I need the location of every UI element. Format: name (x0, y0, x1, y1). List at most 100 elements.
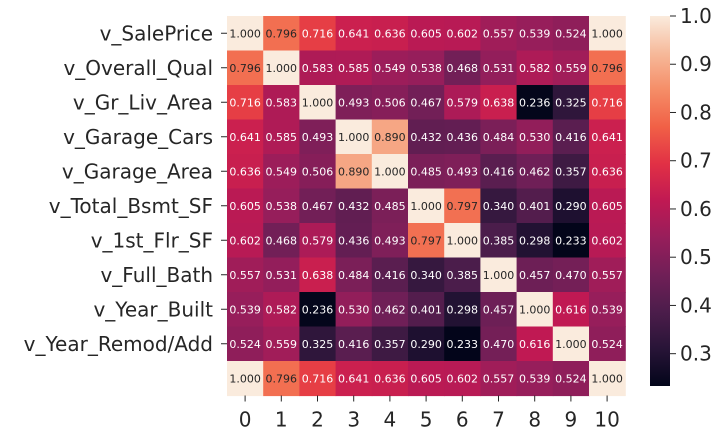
heatmap-cell (552, 16, 590, 52)
heatmap-cell (444, 326, 481, 362)
cell-value-label: 0.436 (338, 234, 370, 247)
cell-value-label: 0.585 (338, 62, 370, 75)
heatmap-cell (444, 16, 481, 52)
heatmap-cell (299, 50, 337, 86)
cell-value-label: 0.416 (374, 269, 406, 282)
heatmap-cell (589, 223, 626, 259)
cell-value-label: 0.716 (302, 27, 334, 40)
cell-value-label: 0.531 (266, 269, 298, 282)
cell-value-label: 0.506 (374, 96, 406, 109)
cell-value-label: 0.468 (447, 62, 479, 75)
heatmap-cell (299, 154, 337, 190)
heatmap-cell (444, 50, 481, 86)
heatmap-cell (552, 326, 590, 362)
heatmap-cell (516, 326, 554, 362)
cell-value-label: 0.467 (302, 200, 334, 213)
heatmap-cell (335, 257, 373, 293)
cell-value-label: 0.641 (338, 372, 370, 385)
heatmap-cell (444, 188, 481, 224)
heatmap-cell (263, 50, 300, 86)
heatmap-cell (335, 326, 373, 362)
heatmap-cell (552, 119, 590, 155)
heatmap-cell (263, 119, 300, 155)
heatmap-cell (371, 188, 409, 224)
heatmap-cell (444, 361, 481, 397)
colorbar-tick-label: 0.9 (680, 52, 712, 76)
cell-value-label: 0.233 (555, 234, 587, 247)
heatmap-cell (299, 16, 337, 52)
cell-value-label: 0.298 (447, 303, 479, 316)
cell-value-label: 0.457 (483, 303, 515, 316)
heatmap-cell (263, 85, 300, 121)
cell-value-label: 0.524 (229, 338, 261, 351)
heatmap-cell (227, 257, 264, 293)
heatmap-cell (299, 223, 337, 259)
cell-value-label: 1.000 (447, 234, 479, 247)
heatmap-cell (408, 154, 445, 190)
cell-value-label: 0.890 (338, 165, 370, 178)
heatmap-cell (371, 326, 409, 362)
heatmap-cell (480, 16, 518, 52)
cell-value-label: 1.000 (374, 165, 406, 178)
heatmap-cells (227, 16, 626, 397)
cell-value-label: 0.538 (266, 200, 298, 213)
cell-value-label: 0.716 (591, 96, 623, 109)
heatmap-cell (227, 361, 264, 397)
heatmap-cell (480, 50, 518, 86)
cell-value-label: 1.000 (519, 303, 551, 316)
colorbar-tick-label: 0.4 (680, 293, 712, 317)
cell-value-label: 0.538 (410, 62, 442, 75)
cell-value-label: 1.000 (591, 372, 623, 385)
cell-value-label: 0.641 (229, 131, 261, 144)
heatmap-cell (589, 85, 626, 121)
heatmap-cell (371, 16, 409, 52)
heatmap-cell (408, 361, 445, 397)
heatmap-cell (516, 292, 554, 328)
cell-value-label: 0.605 (591, 200, 623, 213)
cell-value-label: 0.493 (302, 131, 334, 144)
row-label: v_Year_Remod/Add (24, 332, 213, 356)
heatmap-cell (299, 85, 337, 121)
cell-value-label: 0.796 (591, 62, 623, 75)
heatmap-cell (371, 119, 409, 155)
heatmap-cell (371, 85, 409, 121)
cell-value-label: 0.233 (447, 338, 479, 351)
cell-value-label: 0.325 (302, 338, 334, 351)
cell-value-label: 0.638 (302, 269, 334, 282)
row-label: v_Total_Bsmt_SF (49, 194, 213, 218)
heatmap-cell (480, 154, 518, 190)
heatmap-cell (335, 85, 373, 121)
row-label: v_Overall_Qual (63, 56, 213, 80)
cell-value-label: 0.605 (410, 27, 442, 40)
heatmap-cell (480, 188, 518, 224)
heatmap-cell (480, 257, 518, 293)
row-label: v_1st_Flr_SF (91, 228, 213, 252)
heatmap-cell (408, 85, 445, 121)
cell-value-label: 0.298 (519, 234, 551, 247)
column-label: 5 (420, 408, 433, 430)
cell-value-label: 0.462 (374, 303, 406, 316)
row-label: v_SalePrice (100, 21, 213, 45)
row-labels: v_SalePrice v_Overall_Qual v_Gr_Liv_Area v_… (24, 21, 227, 356)
heatmap-cell (516, 16, 554, 52)
column-label: 8 (528, 408, 541, 430)
heatmap-cell (408, 188, 445, 224)
heatmap-cell (227, 50, 264, 86)
cell-value-label: 0.796 (266, 372, 298, 385)
cell-value-label: 0.605 (410, 372, 442, 385)
heatmap-cell (552, 85, 590, 121)
cell-value-label: 0.401 (410, 303, 442, 316)
heatmap-cell (227, 326, 264, 362)
heatmap-cell (552, 223, 590, 259)
heatmap-cell (335, 188, 373, 224)
cell-value-label: 0.524 (555, 27, 587, 40)
heatmap-cell (335, 154, 373, 190)
heatmap-cell (371, 292, 409, 328)
cell-value-label: 0.467 (410, 96, 442, 109)
cell-value-label: 0.325 (555, 96, 587, 109)
cell-value-label: 0.605 (229, 200, 261, 213)
cell-value-label: 0.557 (483, 372, 515, 385)
cell-value-label: 1.000 (555, 338, 587, 351)
column-label: 1 (275, 408, 288, 430)
cell-value-label: 0.559 (555, 62, 587, 75)
